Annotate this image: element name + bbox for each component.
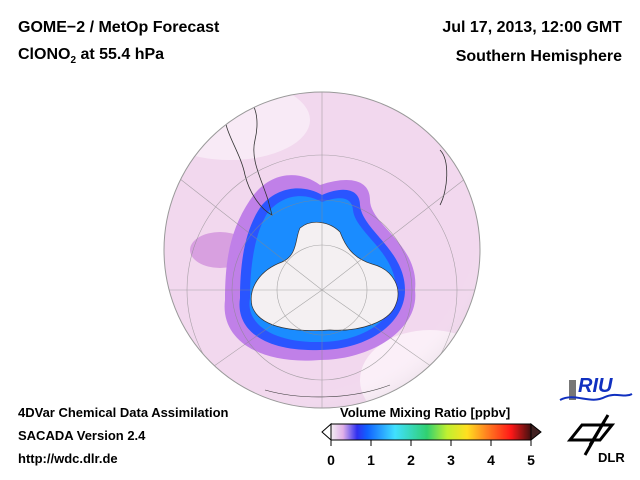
footer-line2: SACADA Version 2.4 [18, 428, 146, 443]
region-label: Southern Hemisphere [455, 48, 622, 65]
website-link[interactable]: http://wdc.dlr.de [18, 451, 118, 466]
pressure-level: at 55.4 hPa [76, 46, 165, 63]
colorbar-tick: 2 [407, 452, 415, 468]
footer-line1: 4DVar Chemical Data Assimilation [18, 405, 229, 420]
colorbar-tick: 0 [327, 452, 335, 468]
colorbar-tick: 5 [527, 452, 535, 468]
globe [164, 92, 480, 408]
dlr-logo-text: DLR [598, 450, 625, 465]
title-line1: GOME−2 / MetOp Forecast [18, 19, 220, 36]
riu-logo-text: RIU [578, 375, 613, 397]
forecast-date: Jul 17, 2013, 12:00 GMT [442, 19, 622, 36]
colorbar-tick: 1 [367, 452, 375, 468]
dlr-logo [566, 414, 616, 456]
riu-logo [559, 380, 633, 401]
title-line2: ClONO2 at 55.4 hPa [18, 46, 164, 66]
colorbar-tick: 3 [447, 452, 455, 468]
colorbar-tick: 4 [487, 452, 495, 468]
species-name: ClONO [18, 46, 71, 63]
colorbar [321, 422, 542, 446]
species-subscript: 2 [70, 55, 77, 67]
colorbar-title: Volume Mixing Ratio [ppbv] [340, 405, 511, 420]
